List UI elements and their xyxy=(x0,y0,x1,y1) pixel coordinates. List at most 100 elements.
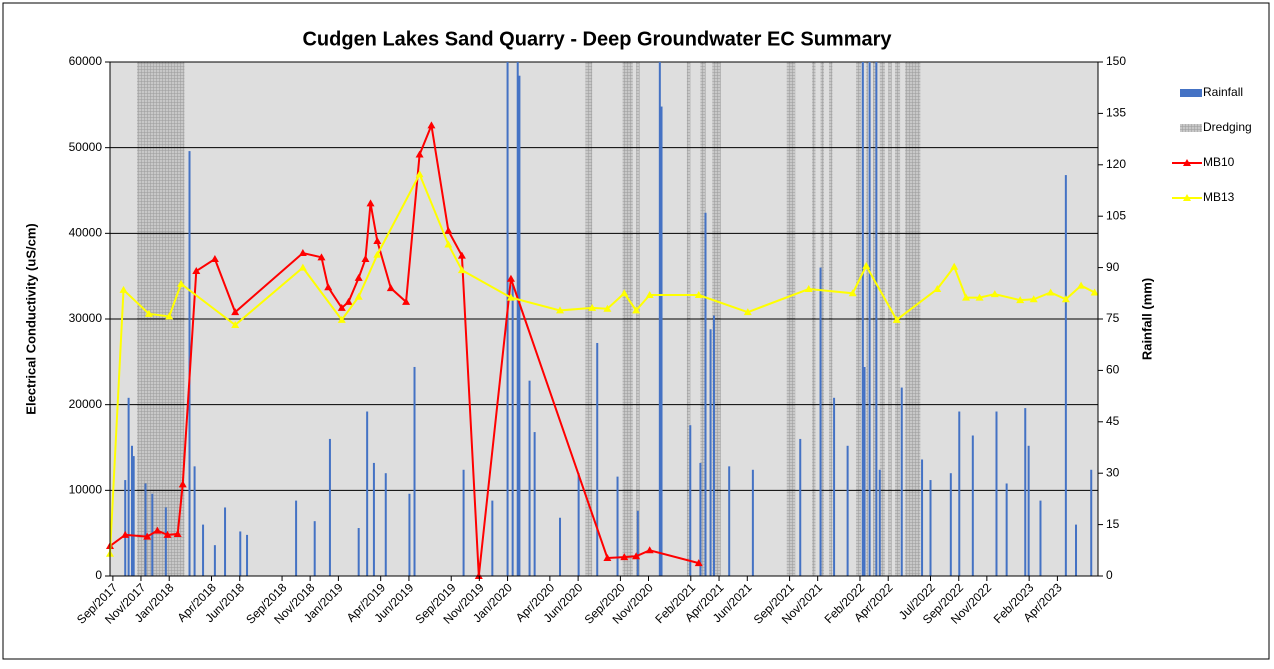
y2-tick-label: 105 xyxy=(1106,208,1126,222)
legend-marker xyxy=(1183,194,1191,201)
ec-marker xyxy=(173,530,182,538)
rainfall-bar xyxy=(491,500,494,576)
ec-marker xyxy=(344,297,353,305)
y-tick-label: 40000 xyxy=(69,226,103,240)
ec-marker xyxy=(1090,288,1099,296)
ec-marker xyxy=(444,226,453,234)
ec-marker xyxy=(210,255,219,263)
rainfall-bar xyxy=(224,507,227,576)
ec-marker xyxy=(975,293,984,301)
rainfall-bar xyxy=(616,476,619,576)
ec-marker xyxy=(231,308,240,316)
ec-marker xyxy=(177,279,186,287)
y2-tick-label: 60 xyxy=(1106,363,1120,377)
ec-marker xyxy=(1061,295,1070,303)
rainfall-bar xyxy=(863,366,866,576)
rainfall-bar xyxy=(372,462,375,576)
ec-marker xyxy=(415,150,424,158)
rainfall-bar xyxy=(921,459,924,576)
rainfall-bar xyxy=(712,315,715,576)
ec-marker xyxy=(298,263,307,271)
ec-marker xyxy=(620,553,629,561)
rainfall-bar xyxy=(751,469,754,576)
ec-marker xyxy=(231,320,240,328)
ec-marker xyxy=(950,262,959,270)
rainfall-bar xyxy=(151,493,154,576)
ec-marker xyxy=(165,312,174,320)
y2-tick-label: 45 xyxy=(1106,414,1120,428)
ec-marker xyxy=(990,290,999,298)
rainfall-bar xyxy=(413,366,416,576)
rainfall-bar xyxy=(949,473,952,576)
ec-marker xyxy=(892,315,901,323)
ec-marker xyxy=(862,261,871,269)
y-tick-label: 60000 xyxy=(69,54,103,68)
ec-marker xyxy=(556,306,565,314)
rainfall-bar xyxy=(1027,445,1030,576)
chart-title: Cudgen Lakes Sand Quarry - Deep Groundwa… xyxy=(302,28,892,50)
plot xyxy=(106,61,1099,579)
y2-tick-label: 135 xyxy=(1106,106,1126,120)
ec-marker xyxy=(415,170,424,178)
rainfall-bar xyxy=(328,438,331,576)
ec-marker xyxy=(506,274,515,282)
y2-tick-label: 90 xyxy=(1106,260,1120,274)
ec-marker xyxy=(694,559,703,567)
ec-marker xyxy=(121,530,130,538)
ec-marker xyxy=(457,266,466,274)
y-tick-label: 30000 xyxy=(69,311,103,325)
ec-marker xyxy=(1077,281,1086,289)
ec-marker xyxy=(603,554,612,562)
ec-marker xyxy=(1029,295,1038,303)
rainfall-bar xyxy=(357,528,360,576)
rainfall-bar xyxy=(929,480,932,576)
rainfall-bar xyxy=(709,329,712,576)
y2-tick-label: 0 xyxy=(1106,568,1113,582)
rainfall-bar xyxy=(130,445,133,576)
rainfall-bar xyxy=(366,411,369,576)
rainfall-bar xyxy=(799,438,802,576)
ec-marker xyxy=(457,251,466,259)
ec-marker xyxy=(373,237,382,245)
ec-marker xyxy=(361,255,370,263)
ec-marker xyxy=(506,293,515,301)
rainfall-bar xyxy=(728,466,731,576)
ec-marker xyxy=(603,304,612,312)
ec-marker xyxy=(178,480,187,488)
ec-marker xyxy=(848,289,857,297)
ec-line xyxy=(109,121,699,577)
legend-label: Dredging xyxy=(1203,120,1252,134)
ec-marker xyxy=(1046,288,1055,296)
rainfall-bar xyxy=(1090,469,1093,576)
rainfall-bar xyxy=(878,469,881,576)
ec-marker xyxy=(163,530,172,538)
rainfall-bar xyxy=(295,500,298,576)
rainfall-bar xyxy=(124,480,127,576)
legend-swatch xyxy=(1180,124,1202,132)
ec-marker xyxy=(337,303,346,311)
rainfall-bar xyxy=(577,473,580,576)
rainfall-bar xyxy=(689,425,692,576)
rainfall-bar xyxy=(1039,500,1042,576)
rainfall-bar xyxy=(699,462,702,576)
y2-tick-label: 150 xyxy=(1106,54,1126,68)
rainfall-bar xyxy=(658,62,661,576)
legend-label: MB10 xyxy=(1203,155,1235,169)
ec-marker xyxy=(645,291,654,299)
rainfall-bar xyxy=(875,62,878,576)
rainfall-bar xyxy=(202,524,205,576)
rainfall-bar xyxy=(958,411,961,576)
ec-marker xyxy=(743,308,752,316)
rainfall-bar xyxy=(1005,483,1008,576)
ec-marker xyxy=(192,267,201,275)
ec-marker xyxy=(402,297,411,305)
rainfall-bar xyxy=(833,397,836,576)
y2-axis-title: Rainfall (mm) xyxy=(1139,278,1154,360)
rainfall-bar xyxy=(533,432,536,576)
ec-marker xyxy=(962,293,971,301)
ec-marker xyxy=(119,285,128,293)
y-tick-label: 50000 xyxy=(69,140,103,154)
rainfall-bar xyxy=(868,62,871,576)
ec-marker xyxy=(804,285,813,293)
